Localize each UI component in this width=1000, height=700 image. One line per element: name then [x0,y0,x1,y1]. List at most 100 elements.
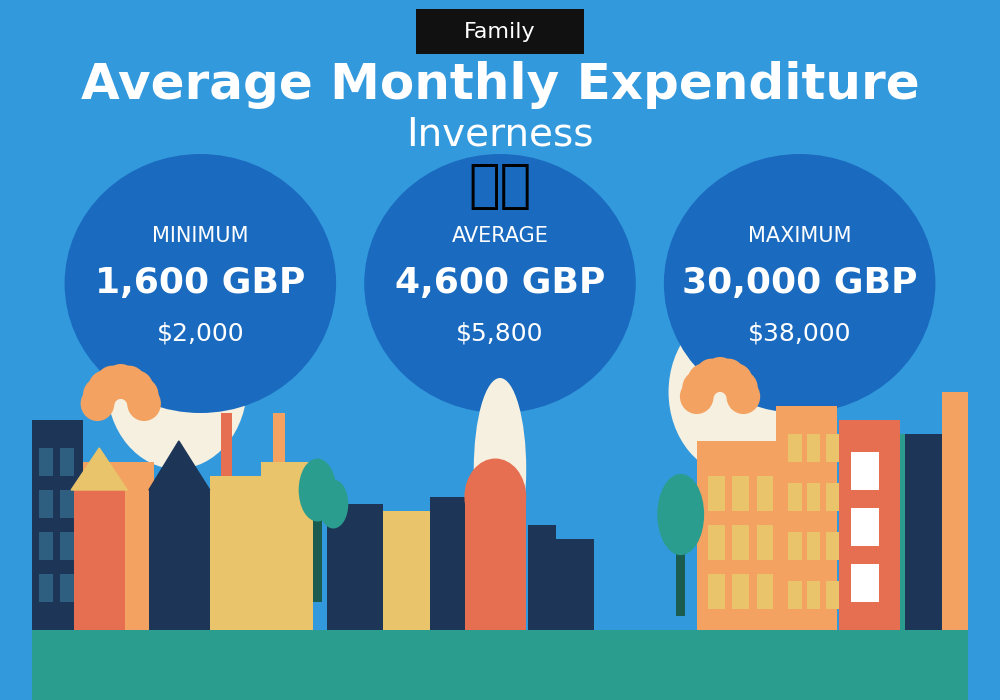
Bar [383,511,430,630]
Bar [757,525,773,560]
Ellipse shape [125,377,159,412]
Bar [313,504,322,602]
Bar [210,476,261,630]
Bar [851,452,879,490]
Polygon shape [149,441,210,490]
Bar [807,581,820,609]
Bar [39,448,53,476]
Ellipse shape [95,365,129,400]
Bar [851,508,879,546]
Ellipse shape [88,370,122,405]
Text: 🇬🇧: 🇬🇧 [468,160,532,211]
Bar [60,448,74,476]
Text: $38,000: $38,000 [748,322,851,346]
Bar [528,525,556,630]
Bar [32,630,968,700]
Bar [676,532,685,616]
Bar [757,574,773,609]
Ellipse shape [107,301,247,469]
Text: $2,000: $2,000 [157,322,244,346]
Ellipse shape [364,154,636,413]
Bar [900,434,942,630]
Ellipse shape [120,370,153,405]
Bar [430,497,467,630]
Ellipse shape [474,378,526,560]
Bar [261,462,313,630]
Bar [39,490,53,518]
Bar [788,581,802,609]
Ellipse shape [669,308,809,476]
Ellipse shape [682,370,716,405]
Ellipse shape [65,154,336,413]
Bar [149,490,210,630]
Bar [60,490,74,518]
Ellipse shape [657,474,704,555]
Ellipse shape [81,386,114,421]
Bar [32,420,83,630]
Bar [708,525,725,560]
Ellipse shape [726,379,760,414]
Bar [732,525,749,560]
Bar [851,564,879,602]
Bar [39,574,53,602]
Ellipse shape [719,363,753,398]
Ellipse shape [724,370,758,405]
Text: 4,600 GBP: 4,600 GBP [395,267,605,300]
Ellipse shape [664,154,935,413]
Text: $5,800: $5,800 [456,322,544,346]
Bar [465,497,526,630]
Bar [708,476,725,511]
Text: Family: Family [464,22,536,41]
Ellipse shape [299,458,336,522]
Bar [807,532,820,560]
Ellipse shape [695,358,728,393]
Bar [60,574,74,602]
Bar [732,574,749,609]
Bar [327,504,383,630]
Bar [39,532,53,560]
Bar [826,434,839,462]
Bar [60,532,74,560]
Ellipse shape [680,379,714,414]
Bar [826,581,839,609]
Ellipse shape [703,357,737,392]
Bar [497,539,504,630]
Bar [556,539,594,630]
Bar [757,476,773,511]
Bar [221,413,232,476]
Bar [900,434,905,630]
Bar [732,476,749,511]
FancyBboxPatch shape [416,8,584,55]
Bar [807,483,820,511]
Bar [807,434,820,462]
Ellipse shape [464,458,526,536]
Bar [273,413,285,462]
Ellipse shape [318,480,348,528]
Ellipse shape [104,364,138,399]
Bar [942,392,968,630]
Text: MAXIMUM: MAXIMUM [748,226,851,246]
Ellipse shape [127,386,161,421]
Text: Inverness: Inverness [406,116,594,153]
Text: 30,000 GBP: 30,000 GBP [682,267,917,300]
Ellipse shape [83,377,117,412]
Bar [83,462,154,630]
Text: Average Monthly Expenditure: Average Monthly Expenditure [81,62,919,109]
Text: MINIMUM: MINIMUM [152,226,249,246]
Bar [826,532,839,560]
Bar [788,483,802,511]
Bar [74,490,125,630]
Bar [788,532,802,560]
Text: 1,600 GBP: 1,600 GBP [95,267,306,300]
Bar [788,434,802,462]
Text: AVERAGE: AVERAGE [452,226,548,246]
Bar [839,420,900,630]
Bar [776,406,837,630]
Bar [697,441,776,630]
Bar [826,483,839,511]
Ellipse shape [712,358,745,393]
Bar [330,518,337,588]
Ellipse shape [687,363,721,398]
Bar [708,574,725,609]
Ellipse shape [112,365,146,400]
